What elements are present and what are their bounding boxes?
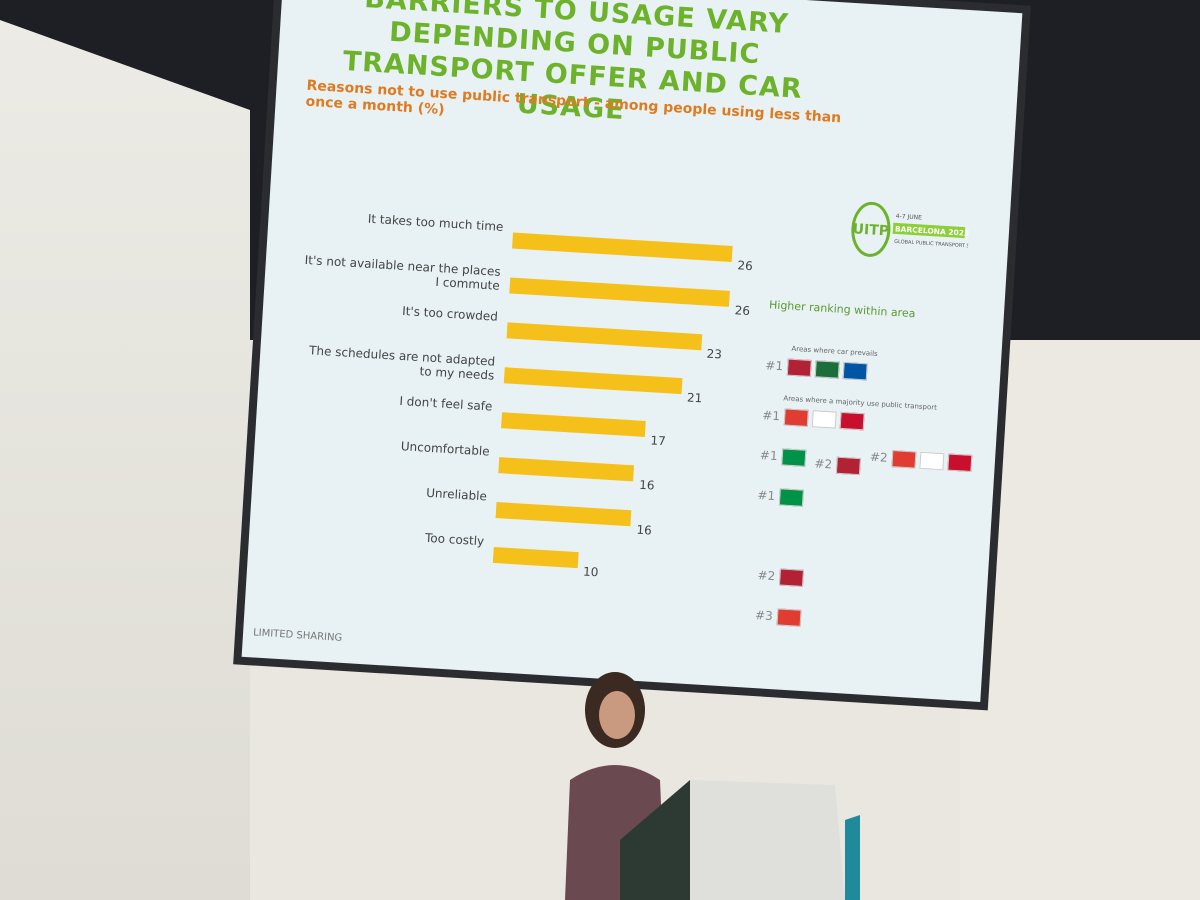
logo-dates: 4-7 JUNE (896, 213, 923, 222)
rank-label: #1 (764, 358, 784, 374)
stage-wall (960, 340, 1200, 900)
category-label: It takes too much time (367, 211, 504, 234)
flag-icon (783, 408, 809, 427)
panel-title: Higher ranking within area (768, 298, 916, 321)
flag-icon (811, 410, 837, 429)
rank-label: #2 (757, 568, 776, 584)
rank-label: #3 (754, 608, 774, 624)
category-label: Unreliable (425, 485, 488, 504)
value-label: 21 (686, 390, 703, 406)
bar (506, 322, 702, 351)
rank-label: #1 (757, 487, 776, 504)
flag-icon (786, 358, 812, 377)
value-label: 16 (638, 477, 655, 493)
footer: LIMITED SHARING (252, 627, 343, 644)
rank-label: #1 (759, 448, 779, 464)
flag-icon (778, 568, 804, 587)
flag-icon (919, 451, 945, 471)
flag-icon (891, 450, 917, 469)
logo-name: UITP (852, 221, 889, 239)
logo-event: BARCELONA 2023 (895, 224, 970, 238)
flag-icon (947, 453, 973, 472)
value-label: 10 (582, 564, 599, 580)
bar (492, 546, 579, 569)
value-label: 16 (636, 522, 653, 538)
flag-icon (781, 448, 807, 467)
value-label: 26 (737, 258, 754, 274)
logo: UITP 4-7 JUNE BARCELONA 2023 GLOBAL PUBL… (851, 201, 971, 257)
flag-icon (842, 361, 868, 381)
podium (620, 780, 860, 900)
category-label: It's not available near the places I com… (304, 252, 502, 293)
value-label: 26 (734, 303, 751, 319)
rank-label: #1 (761, 408, 781, 424)
rank-label: #2 (814, 456, 833, 472)
rank-label: #2 (869, 449, 889, 465)
logo-ring (851, 201, 891, 257)
bar (512, 232, 733, 262)
bar (503, 367, 683, 395)
bar (495, 502, 632, 527)
bar (501, 412, 646, 437)
slide: BARRIERS TO USAGE VARY DEPENDING ON PUBL… (241, 0, 1023, 702)
flag-icon (835, 456, 861, 476)
logo-band (892, 222, 966, 239)
stage-wall (0, 20, 250, 900)
bar (498, 457, 635, 482)
group-label: Areas where car prevails (791, 344, 878, 359)
logo-tagline: GLOBAL PUBLIC TRANSPORT SUMMIT (894, 239, 971, 251)
category-label: I don't feel safe (399, 393, 493, 414)
value-label: 17 (650, 433, 667, 449)
category-label: Uncomfortable (400, 439, 491, 459)
flag-icon (778, 488, 804, 507)
category-label: It's too crowded (401, 303, 499, 324)
flag-icon (776, 608, 802, 627)
flag-icon (839, 411, 865, 431)
value-label: 23 (706, 346, 723, 362)
flag-icon (814, 360, 840, 379)
category-label: Too costly (424, 530, 485, 549)
bar (509, 277, 730, 307)
category-label: The schedules are not adapted to my need… (308, 343, 496, 383)
